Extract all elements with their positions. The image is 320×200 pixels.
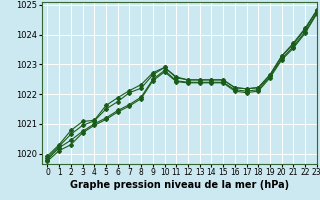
X-axis label: Graphe pression niveau de la mer (hPa): Graphe pression niveau de la mer (hPa) — [70, 180, 289, 190]
